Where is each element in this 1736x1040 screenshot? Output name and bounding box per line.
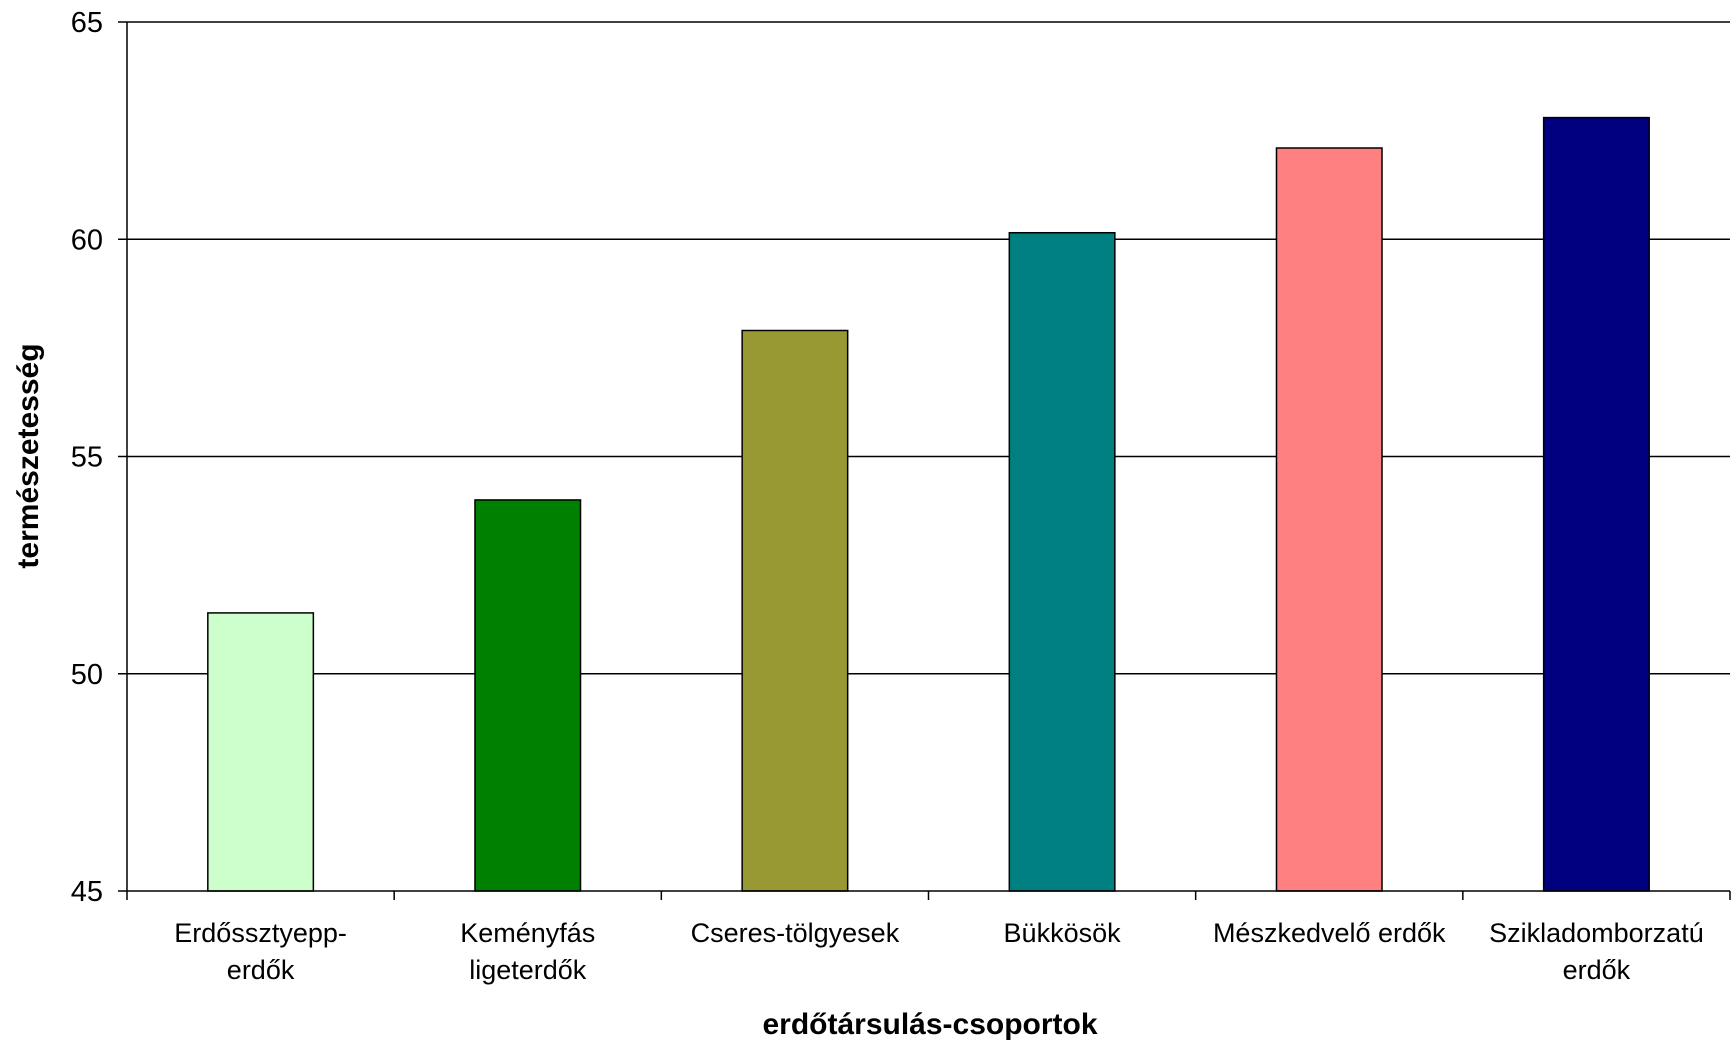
y-tick-labels: 45 50 55 60 65 (71, 7, 103, 908)
x-axis-title: erdőtársulás-csoportok (762, 1008, 1097, 1040)
axes (118, 21, 1731, 900)
y-tick-label: 55 (71, 442, 103, 474)
y-tick-label: 50 (71, 659, 103, 691)
x-tick-labels: Erdőssztyepp-erdők Keményfás ligeterdők Cse… (174, 918, 1703, 985)
x-tick-label: Cseres-tölgyesek (691, 918, 900, 948)
x-tick-label: Bükkösök (1004, 918, 1122, 948)
bar-2 (741, 329, 849, 892)
x-tick-label: Keményfás ligeterdők (460, 918, 595, 985)
bars (207, 116, 1650, 892)
bar-5 (1542, 116, 1650, 892)
y-tick-label: 65 (71, 7, 103, 39)
gridlines (127, 21, 1730, 675)
y-tick-label: 45 (71, 876, 103, 908)
y-tick-label: 60 (71, 224, 103, 256)
y-axis-title: természetesség (12, 343, 45, 568)
bar-3 (1008, 231, 1116, 892)
bar-0 (207, 612, 315, 892)
bar-4 (1275, 147, 1383, 892)
x-tick-label: Erdőssztyepp-erdők (174, 918, 347, 985)
x-tick-label: Mészkedvelő erdők (1213, 918, 1446, 948)
x-tick-label: Szikladomborzatú erdők (1489, 918, 1704, 985)
bar-1 (474, 499, 582, 892)
